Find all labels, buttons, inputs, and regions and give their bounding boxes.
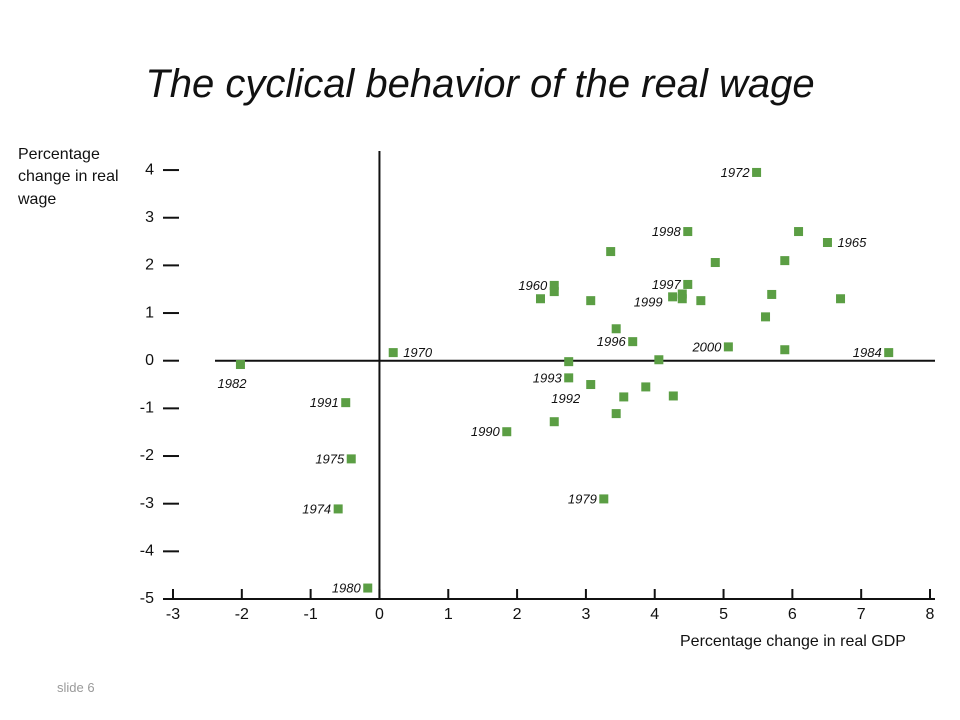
point: [752, 167, 762, 177]
point: [235, 360, 245, 370]
point: [641, 382, 651, 392]
point: [619, 392, 629, 402]
point: [502, 427, 512, 437]
point-label: 1982: [218, 376, 248, 391]
point-label: 1997: [652, 277, 682, 292]
x-tick-label: 4: [650, 606, 659, 623]
x-tick-label: 8: [926, 606, 935, 623]
point: [696, 296, 706, 306]
x-tick-label: 1: [444, 606, 453, 623]
y-tick-label: -1: [140, 400, 154, 417]
chart-title: The cyclical behavior of the real wage: [145, 62, 815, 106]
point: [723, 342, 733, 352]
point: [341, 398, 351, 408]
point: [346, 454, 356, 464]
point: [677, 294, 687, 304]
point: [794, 227, 804, 237]
point-label: 1999: [634, 294, 663, 309]
point-label: 1972: [721, 165, 751, 180]
point: [780, 345, 790, 355]
x-axis-label: Percentage change in real GDP: [680, 633, 906, 650]
point: [363, 583, 373, 593]
point-label: 1991: [310, 395, 339, 410]
point: [388, 348, 398, 358]
point: [535, 294, 545, 304]
point: [761, 312, 771, 322]
point: [606, 247, 616, 257]
point-label: 1970: [403, 345, 433, 360]
point: [564, 357, 574, 367]
point-label: 1980: [332, 580, 362, 595]
point: [564, 373, 574, 383]
point: [628, 337, 638, 347]
x-tick-label: 6: [788, 606, 797, 623]
point: [767, 289, 777, 299]
y-tick-label: 0: [145, 352, 154, 369]
y-tick-label: 2: [145, 257, 154, 274]
x-tick-label: 3: [581, 606, 590, 623]
point: [884, 348, 894, 358]
point-label: 1996: [597, 334, 627, 349]
point: [611, 409, 621, 419]
y-tick-label: -4: [140, 543, 154, 560]
y-tick-label: -2: [140, 447, 154, 464]
x-tick-label: 0: [375, 606, 384, 623]
x-tick-label: 2: [513, 606, 522, 623]
point: [780, 256, 790, 266]
point-label: 1960: [518, 278, 548, 293]
point: [611, 324, 621, 334]
y-tick-label: 1: [145, 304, 154, 321]
point-label: 1984: [853, 345, 882, 360]
point: [668, 391, 678, 401]
point: [668, 292, 678, 302]
point: [683, 279, 693, 289]
point-label: 1974: [302, 501, 331, 516]
y-tick-label: 4: [145, 161, 154, 178]
x-tick-label: -1: [304, 606, 318, 623]
point-label: 1998: [652, 224, 682, 239]
point: [683, 227, 693, 237]
x-tick-label: 5: [719, 606, 728, 623]
point: [836, 294, 846, 304]
x-tick-label: 7: [857, 606, 866, 623]
x-tick-label: -3: [166, 606, 180, 623]
point: [654, 355, 664, 365]
point: [677, 289, 687, 299]
point-label: 2000: [691, 339, 722, 354]
y-axis-label: Percentage change in real wage: [18, 146, 119, 208]
y-tick-label: -3: [140, 495, 154, 512]
point: [549, 280, 559, 290]
point: [586, 380, 596, 390]
point-label: 1992: [551, 391, 581, 406]
point: [586, 296, 596, 306]
slide-number: slide 6: [57, 680, 95, 695]
point-label: 1975: [315, 451, 345, 466]
y-tick-label: -5: [140, 590, 154, 607]
point: [822, 238, 832, 248]
point: [549, 417, 559, 427]
point-label: 1979: [568, 491, 597, 506]
x-tick-label: -2: [235, 606, 249, 623]
point: [333, 504, 343, 514]
point-label: 1965: [837, 235, 867, 250]
point-label: 1990: [471, 424, 501, 439]
y-tick-label: 3: [145, 209, 154, 226]
point-label: 1993: [533, 370, 563, 385]
point: [549, 287, 559, 297]
point: [710, 258, 720, 268]
point: [599, 494, 609, 504]
